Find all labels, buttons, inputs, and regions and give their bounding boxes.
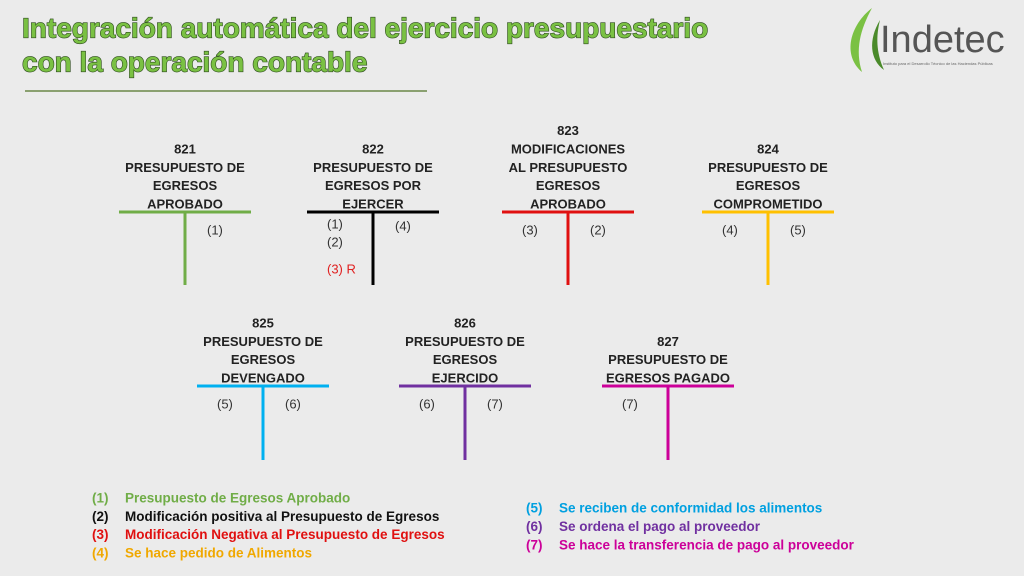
credit-entry: (2): [590, 222, 606, 237]
debit-entry: (7): [622, 396, 638, 411]
legend-text: Se ordena el pago al proveedor: [559, 519, 761, 534]
debit-entry: (3): [522, 222, 538, 237]
logo-leaf: [850, 8, 872, 72]
account-name: EJERCIDO: [432, 370, 498, 385]
legend-text: Se reciben de conformidad los alimentos: [559, 501, 822, 516]
title-line: Integración automática del ejercicio pre…: [22, 12, 708, 43]
legend-number: (7): [526, 538, 543, 553]
debit-entry: (4): [722, 222, 738, 237]
credit-entry: (1): [207, 222, 223, 237]
logo-text: Indetec: [880, 19, 1005, 61]
legend-number: (1): [92, 491, 109, 506]
legend-text: Se hace la transferencia de pago al prov…: [559, 538, 855, 553]
logo-subtitle: Instituto para el Desarrollo Técnico de …: [883, 61, 993, 66]
account-name: APROBADO: [530, 196, 606, 211]
account-name: EGRESOS: [736, 178, 801, 193]
account-code: 825: [252, 316, 274, 331]
account-name: MODIFICACIONES: [511, 142, 625, 157]
account-name: DEVENGADO: [221, 370, 305, 385]
legend-number: (5): [526, 501, 543, 516]
account-name: COMPROMETIDO: [713, 196, 822, 211]
legend-text: Modificación Negativa al Presupuesto de …: [125, 527, 445, 542]
title-line: con la operación contable: [22, 46, 367, 77]
account-code: 826: [454, 316, 476, 331]
logo-leaf: [872, 20, 884, 70]
account-name: AL PRESUPUESTO: [509, 160, 628, 175]
legend-text: Modificación positiva al Presupuesto de …: [125, 509, 439, 524]
credit-entry: (5): [790, 222, 806, 237]
account-code: 821: [174, 142, 196, 157]
account-name: EGRESOS: [536, 178, 601, 193]
legend-text: Se hace pedido de Alimentos: [125, 545, 312, 560]
debit-entry: (5): [217, 396, 233, 411]
account-name: APROBADO: [147, 196, 223, 211]
account-name: EGRESOS PAGADO: [606, 370, 730, 385]
debit-entry: (3) R: [327, 261, 356, 276]
account-name: EGRESOS: [231, 352, 296, 367]
legend-text: Presupuesto de Egresos Aprobado: [125, 491, 350, 506]
debit-entry: (6): [419, 396, 435, 411]
legend-number: (4): [92, 545, 109, 560]
account-name: EGRESOS: [433, 352, 498, 367]
debit-entry: (1): [327, 216, 343, 231]
account-name: PRESUPUESTO DE: [708, 160, 828, 175]
account-name: EJERCER: [342, 196, 404, 211]
account-name: PRESUPUESTO DE: [203, 334, 323, 349]
legend-number: (6): [526, 519, 543, 534]
credit-entry: (4): [395, 218, 411, 233]
account-name: PRESUPUESTO DE: [125, 160, 245, 175]
account-name: PRESUPUESTO DE: [405, 334, 525, 349]
debit-entry: (2): [327, 234, 343, 249]
account-name: EGRESOS POR: [325, 178, 422, 193]
legend-number: (3): [92, 527, 109, 542]
account-code: 827: [657, 334, 679, 349]
account-code: 823: [557, 123, 579, 138]
credit-entry: (6): [285, 396, 301, 411]
legend-number: (2): [92, 509, 109, 524]
account-name: PRESUPUESTO DE: [608, 352, 728, 367]
account-code: 824: [757, 142, 779, 157]
account-name: PRESUPUESTO DE: [313, 160, 433, 175]
account-name: EGRESOS: [153, 178, 218, 193]
account-code: 822: [362, 142, 384, 157]
credit-entry: (7): [487, 396, 503, 411]
